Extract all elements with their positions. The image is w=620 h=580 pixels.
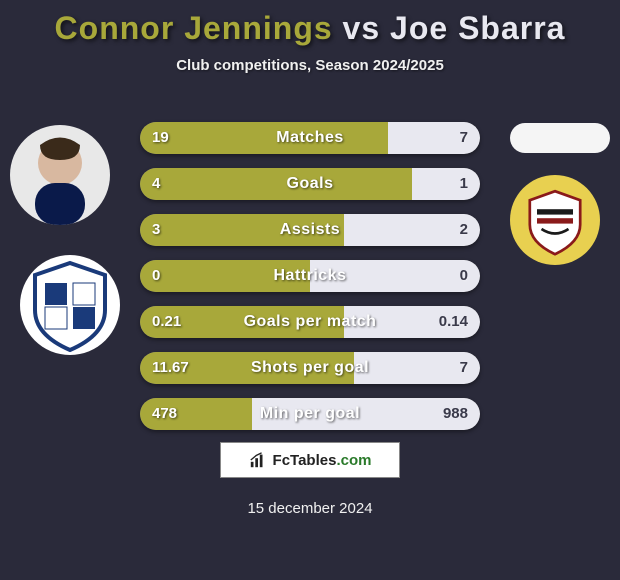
stat-value-left: 4	[152, 168, 160, 200]
stat-label: Hattricks	[140, 260, 480, 292]
stat-row: Assists3 2	[140, 214, 480, 246]
stat-label: Goals per match	[140, 306, 480, 338]
stat-value-left: 19	[152, 122, 169, 154]
stat-value-left: 478	[152, 398, 177, 430]
stat-row: Min per goal478 988	[140, 398, 480, 430]
chart-icon	[249, 451, 267, 469]
comparison-title: Connor Jennings vs Joe Sbarra	[0, 0, 620, 47]
stat-value-right: 1	[460, 168, 468, 200]
stat-value-left: 3	[152, 214, 160, 246]
stat-label: Assists	[140, 214, 480, 246]
brand-box[interactable]: FcTables.com	[220, 442, 400, 478]
stat-value-left: 0.21	[152, 306, 181, 338]
stat-label: Goals	[140, 168, 480, 200]
title-player1: Connor Jennings	[55, 10, 333, 46]
club-crest-2	[510, 175, 600, 265]
brand-text-prefix: FcTables	[273, 452, 337, 469]
title-player2: Joe Sbarra	[390, 10, 565, 46]
date-label: 15 december 2024	[0, 500, 620, 517]
stat-value-right: 2	[460, 214, 468, 246]
stat-value-right: 0	[460, 260, 468, 292]
title-vs: vs	[343, 10, 381, 46]
shield-icon	[510, 175, 600, 265]
player2-avatar	[510, 123, 610, 153]
stat-row: Matches19 7	[140, 122, 480, 154]
stat-row: Goals4 1	[140, 168, 480, 200]
club-crest-1	[20, 255, 120, 355]
stat-label: Matches	[140, 122, 480, 154]
stat-row: Shots per goal11.67 7	[140, 352, 480, 384]
player1-avatar	[10, 125, 110, 225]
subtitle: Club competitions, Season 2024/2025	[0, 57, 620, 74]
stat-bars: Matches19 7 Goals4 1 Assists3 2 Hattricks0 0 Goa…	[140, 122, 480, 444]
stat-row: Hattricks0 0	[140, 260, 480, 292]
stat-value-right: 7	[460, 122, 468, 154]
stat-value-right: 0.14	[439, 306, 468, 338]
stat-value-left: 11.67	[152, 352, 189, 384]
stat-label: Shots per goal	[140, 352, 480, 384]
stat-label: Min per goal	[140, 398, 480, 430]
stat-value-right: 988	[443, 398, 468, 430]
person-icon	[10, 125, 110, 225]
stat-value-left: 0	[152, 260, 160, 292]
stat-row: Goals per match0.21 0.14	[140, 306, 480, 338]
brand-text-suffix: .com	[336, 452, 371, 469]
stat-value-right: 7	[460, 352, 468, 384]
shield-icon	[20, 255, 120, 355]
